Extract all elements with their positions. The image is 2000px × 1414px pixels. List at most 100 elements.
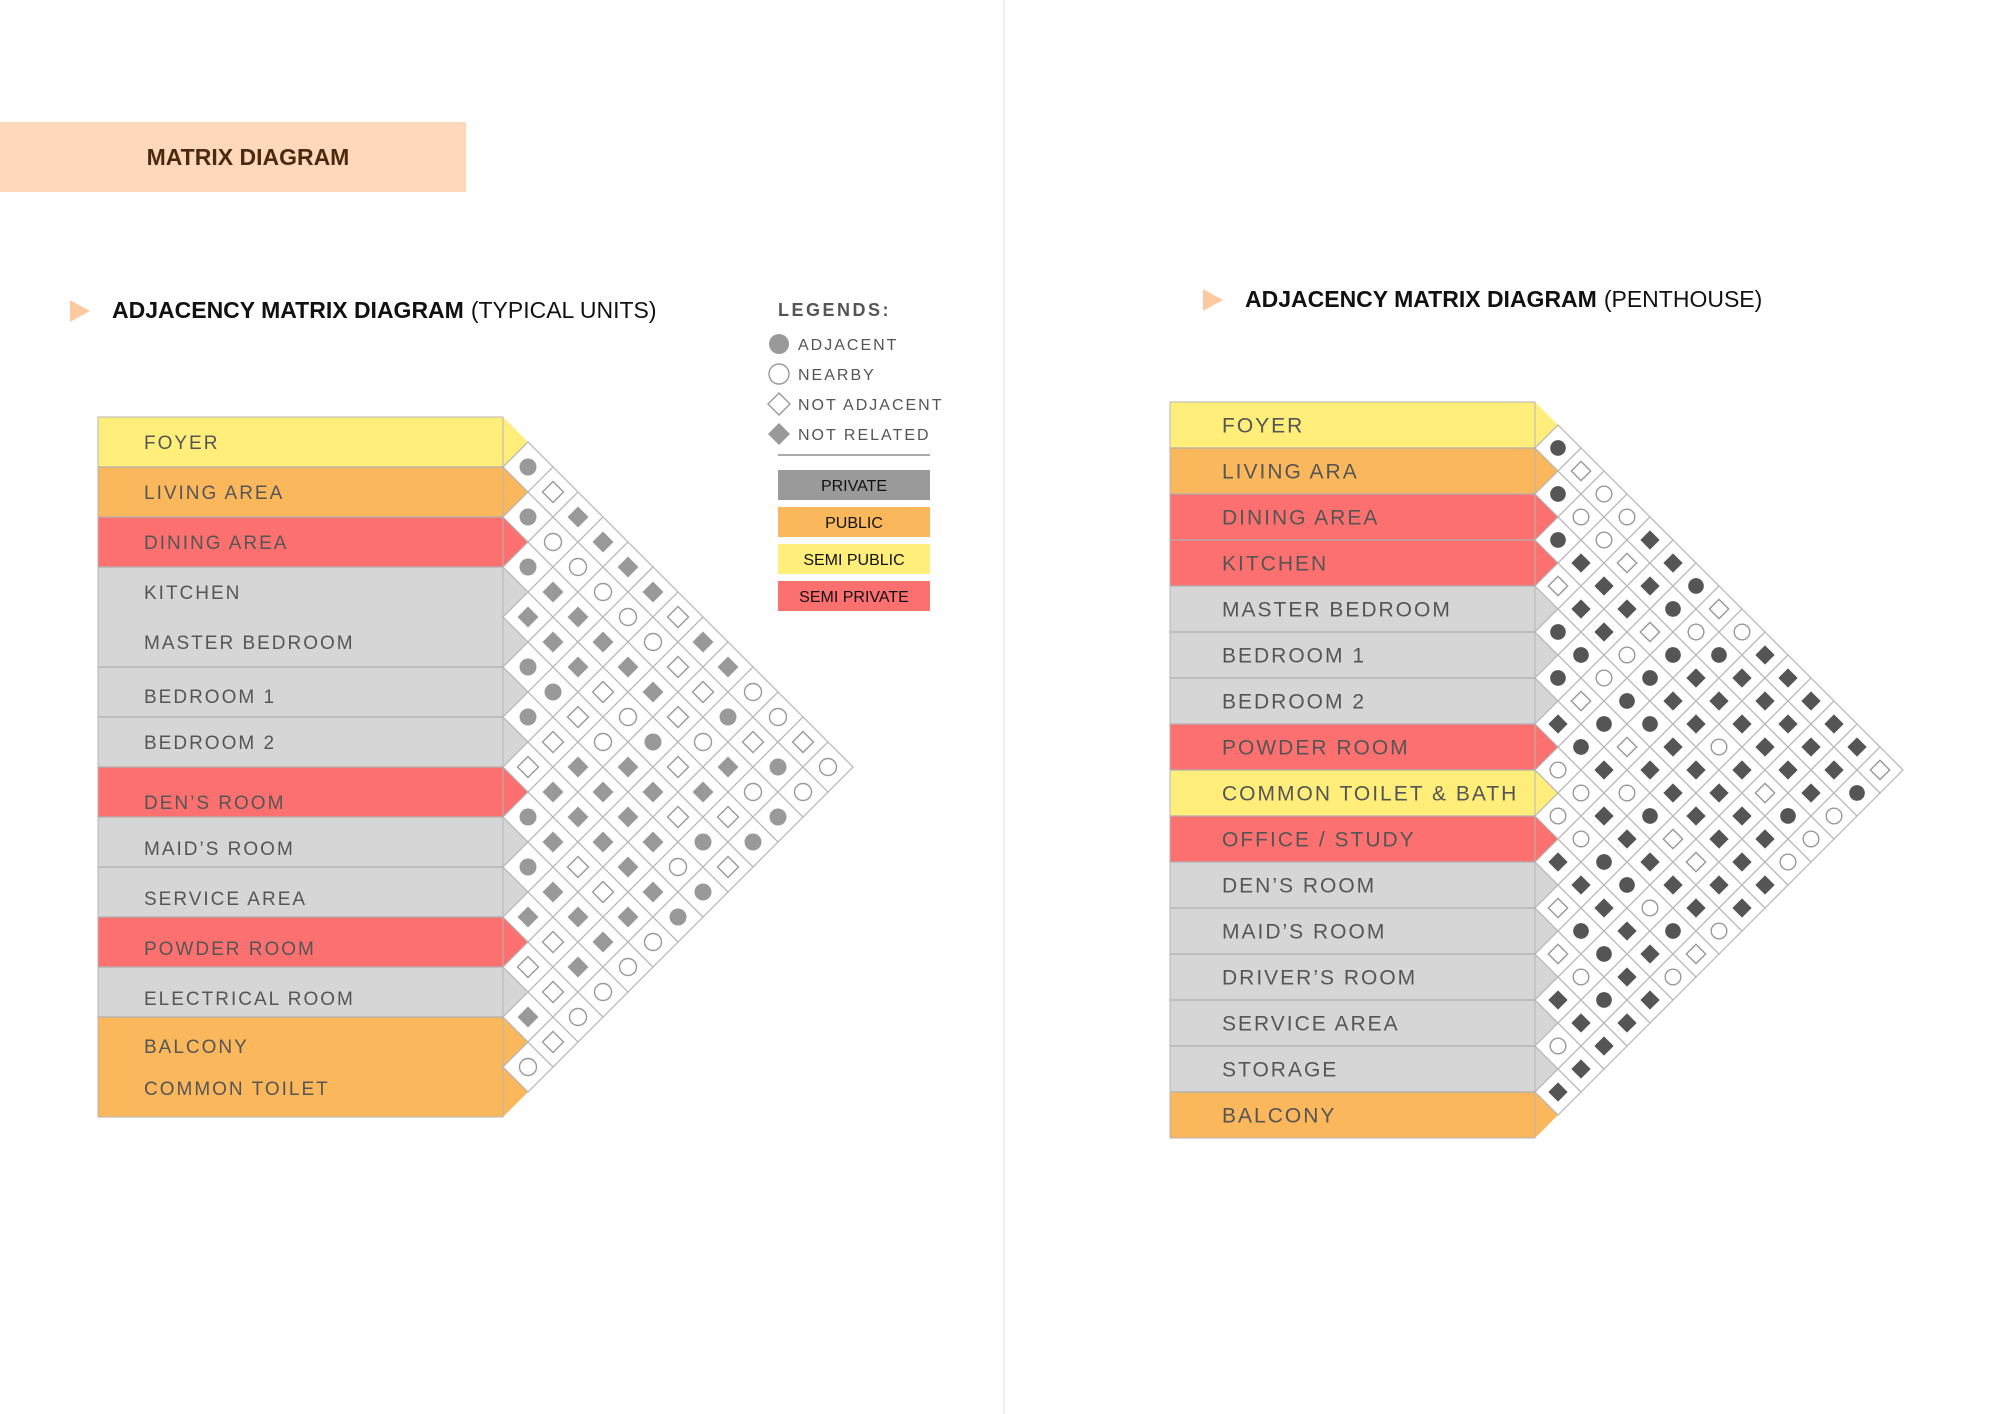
adjacent-symbol [744, 833, 762, 851]
room-row-band [98, 667, 528, 717]
room-label: DINING AREA [1222, 507, 1379, 530]
not-related-symbol [592, 531, 614, 553]
not-related-symbol [567, 956, 589, 978]
room-row-band [98, 867, 528, 917]
not-adjacent-symbol [541, 480, 565, 504]
legend-item-not-adjacent: NOT ADJACENT [767, 392, 942, 416]
not-related-symbol [592, 931, 614, 953]
adjacent-symbol [694, 833, 712, 851]
room-label: MAID’S ROOM [144, 839, 295, 860]
adjacent-symbol [1596, 946, 1612, 962]
typical-heading-suffix: (TYPICAL UNITS) [470, 297, 657, 323]
room-row-band [1170, 862, 1558, 908]
not-related-symbol [1571, 875, 1591, 895]
not-related-symbol [1847, 737, 1867, 757]
not-related-symbol [517, 1006, 539, 1028]
room-label: KITCHEN [1222, 553, 1328, 576]
not-adjacent-symbol [1685, 943, 1707, 965]
nearby-symbol [1572, 784, 1590, 802]
nearby-symbol [1618, 646, 1636, 664]
room-label: BALCONY [144, 1037, 249, 1058]
adjacent-symbol [1573, 647, 1589, 663]
not-related-symbol [1663, 783, 1683, 803]
page-title-banner: MATRIX DIAGRAM [0, 122, 466, 192]
room-label: DINING AREA [144, 533, 288, 554]
zone-label: PRIVATE [821, 478, 887, 495]
nearby-symbol [1664, 968, 1682, 986]
not-adjacent-symbol [566, 855, 590, 879]
adjacent-symbol [519, 708, 537, 726]
adjacent-symbol [769, 808, 787, 826]
not-related-symbol [692, 631, 714, 653]
zone-label: SEMI PRIVATE [799, 589, 909, 606]
room-row-band [1170, 1092, 1558, 1138]
not-related-symbol [1732, 852, 1752, 872]
nearby-symbol [543, 532, 563, 552]
room-row-band [98, 417, 528, 467]
nearby-symbol [1572, 830, 1590, 848]
not-related-symbol [1617, 967, 1637, 987]
not-adjacent-symbol [591, 680, 615, 704]
not-related-symbol [617, 656, 639, 678]
room-label: BEDROOM 2 [1222, 691, 1366, 714]
room-label: BEDROOM 1 [144, 687, 276, 708]
nearby-symbol [1595, 485, 1613, 503]
adjacent-symbol [1573, 923, 1589, 939]
room-label: BALCONY [1222, 1105, 1336, 1128]
not-related-symbol [692, 781, 714, 803]
nearby-symbol [643, 932, 663, 952]
not-related-symbol [617, 756, 639, 778]
room-row-band [98, 467, 528, 517]
room-label: SERVICE AREA [1222, 1013, 1400, 1036]
not-related-symbol [1709, 875, 1729, 895]
adjacent-symbol [1550, 532, 1566, 548]
adjacent-symbol [1550, 670, 1566, 686]
not-related-symbol [592, 631, 614, 653]
adjacent-symbol [1665, 923, 1681, 939]
not-related-symbol [1594, 806, 1614, 826]
not-related-symbol [642, 581, 664, 603]
not-adjacent-symbol [1708, 598, 1730, 620]
hollow-circle-icon [768, 363, 790, 385]
nearby-symbol [1549, 1037, 1567, 1055]
nearby-symbol [1595, 531, 1613, 549]
nearby-symbol [1779, 853, 1797, 871]
not-adjacent-symbol [1547, 575, 1569, 597]
room-label: POWDER ROOM [1222, 737, 1410, 760]
not-related-symbol [567, 906, 589, 928]
nearby-symbol [593, 732, 613, 752]
not-adjacent-symbol [1570, 690, 1592, 712]
not-related-symbol [1594, 1036, 1614, 1056]
not-related-symbol [567, 756, 589, 778]
nearby-symbol [1618, 784, 1636, 802]
room-row-band [98, 967, 528, 1017]
not-related-symbol [1594, 760, 1614, 780]
nearby-symbol [1549, 761, 1567, 779]
legend-zone-semi-public: SEMI PUBLIC [778, 544, 930, 574]
filled-circle-icon [769, 334, 789, 354]
adjacent-symbol [1550, 486, 1566, 502]
not-adjacent-symbol [1869, 759, 1891, 781]
room-row-band [98, 617, 528, 667]
not-related-symbol [1594, 576, 1614, 596]
not-related-symbol [1709, 783, 1729, 803]
adjacent-symbol [1665, 601, 1681, 617]
nearby-symbol [618, 607, 638, 627]
nearby-symbol [593, 582, 613, 602]
not-related-symbol [1617, 599, 1637, 619]
not-related-symbol [1755, 645, 1775, 665]
not-related-symbol [1571, 553, 1591, 573]
not-related-symbol [1594, 622, 1614, 642]
room-label: ELECTRICAL ROOM [144, 989, 355, 1010]
not-related-symbol [1709, 691, 1729, 711]
room-row-band [1170, 954, 1558, 1000]
not-related-symbol [1686, 714, 1706, 734]
not-related-symbol [1755, 737, 1775, 757]
not-related-symbol [1640, 530, 1660, 550]
adjacent-symbol [519, 858, 537, 876]
adjacent-symbol [1642, 808, 1658, 824]
room-label: LIVING AREA [144, 483, 284, 504]
not-related-symbol [1755, 829, 1775, 849]
not-related-symbol [542, 631, 564, 653]
